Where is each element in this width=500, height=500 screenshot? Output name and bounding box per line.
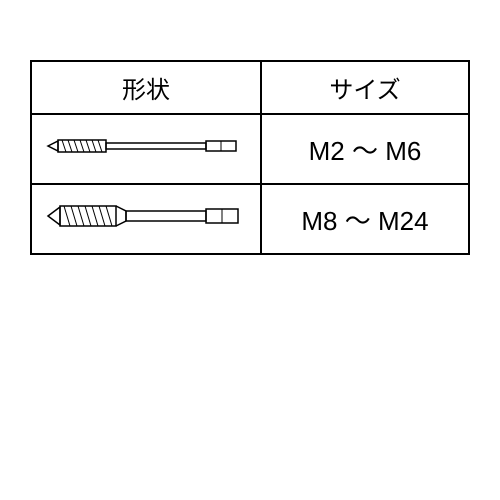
size-cell-1: M2 ～ M6 [261,114,469,184]
drill-bit-small-icon [46,126,246,166]
drill-bit-large-icon [46,196,246,236]
size-cell-2: M8 ～ M24 [261,184,469,254]
table-header-row: 形状 サイズ [31,61,469,114]
spec-table: 形状 サイズ [30,60,470,255]
shape-cell-2 [31,184,261,254]
header-size: サイズ [261,61,469,114]
table-row: M2 ～ M6 [31,114,469,184]
table-row: M8 ～ M24 [31,184,469,254]
header-shape: 形状 [31,61,261,114]
shape-cell-1 [31,114,261,184]
